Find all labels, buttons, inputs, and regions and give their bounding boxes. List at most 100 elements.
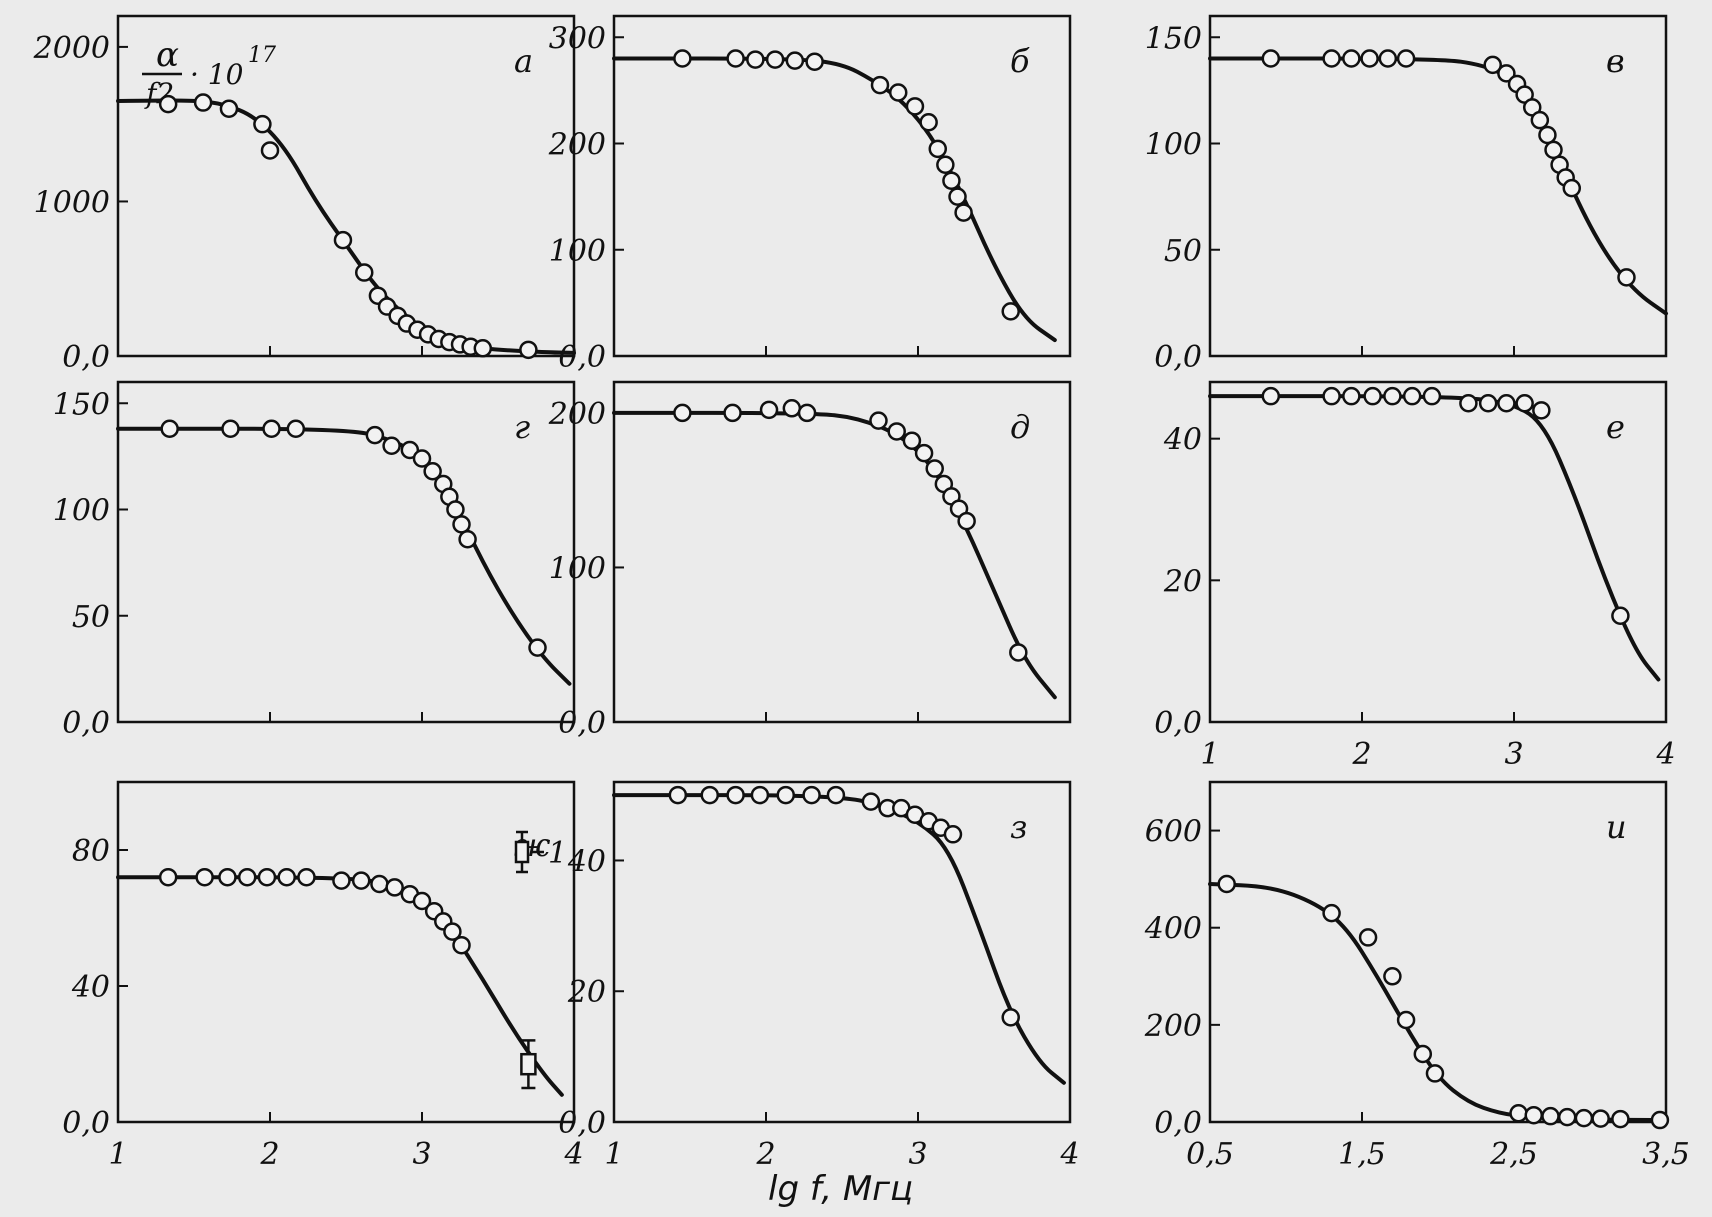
data-point (1402, 386, 1422, 406)
data-point (158, 867, 178, 887)
data-point (237, 867, 257, 887)
panel-letter: е (1606, 408, 1625, 446)
panel-letter: б (1010, 42, 1030, 80)
chart-panel-5: 40 20 0,01 2 3 4 е (1154, 380, 1676, 772)
data-point (458, 530, 477, 549)
data-point (1360, 49, 1379, 68)
y-label-exponent: 17 (248, 43, 276, 68)
data-point (957, 511, 976, 531)
data-point (726, 785, 745, 805)
y-tick-label: 400 (1144, 912, 1202, 947)
x-tick-label: 2 (1351, 737, 1371, 772)
data-point (936, 155, 955, 174)
data-point (1497, 394, 1516, 413)
data-point (1515, 394, 1534, 413)
data-point (1001, 1008, 1020, 1027)
chart-panel-3: 150 100 50 0,0 г (53, 380, 576, 741)
data-point (1557, 1107, 1577, 1127)
x-tick-label: 4 (1655, 737, 1675, 772)
y-tick-label: 0,0 (1154, 340, 1202, 375)
y-tick-label: 150 (1145, 21, 1202, 56)
fit-curve (116, 98, 576, 355)
data-point (902, 431, 922, 450)
data-point (351, 871, 371, 890)
data-point (726, 49, 745, 68)
x-tick-label: 0,5 (1186, 1137, 1234, 1172)
data-point (160, 419, 179, 438)
data-point (700, 785, 720, 805)
data-point (1322, 49, 1341, 68)
y-tick-label: 300 (549, 21, 606, 56)
fit-curve (116, 426, 572, 686)
data-point (746, 50, 765, 69)
data-point (1509, 1104, 1528, 1123)
data-point (869, 411, 888, 430)
data-point (673, 49, 692, 68)
y-tick-label: 0,0 (1154, 1106, 1202, 1141)
x-tick-label: 1,5 (1338, 1137, 1386, 1172)
y-tick-label: 200 (1144, 1009, 1202, 1044)
data-point (446, 500, 465, 519)
chart-panel-8: 600 400 200 0,00,5 1,5 2,5 3,5 и (1144, 780, 1690, 1172)
y-tick-label: 200 (548, 397, 606, 432)
data-point (1322, 386, 1341, 406)
panel-frame (612, 780, 1072, 1124)
data-point (1342, 49, 1361, 68)
data-point (473, 339, 493, 358)
data-point (1544, 140, 1563, 160)
data-point (861, 792, 881, 811)
data-point (1358, 928, 1378, 947)
x-tick-label: 1 (1200, 737, 1219, 772)
y-tick-label: 1000 (34, 185, 110, 220)
data-point (385, 878, 404, 897)
data-point (354, 263, 374, 282)
data-point (452, 515, 471, 534)
data-point (942, 171, 961, 190)
data-point (1530, 110, 1550, 130)
panel-frame (612, 14, 1072, 358)
y-tick-label: 0,0 (558, 706, 606, 741)
x-tick-label: 4 (1059, 1137, 1079, 1172)
panel-frame (116, 380, 576, 724)
data-point (423, 462, 442, 481)
data-point (673, 403, 692, 423)
panel-frame (116, 14, 576, 358)
y-label-top: α (156, 35, 179, 75)
y-tick-label: 100 (549, 551, 606, 586)
data-point (797, 403, 817, 423)
data-point (332, 871, 351, 890)
data-point (948, 187, 967, 206)
data-point (519, 340, 538, 360)
y-tick-label: 0,0 (62, 1106, 110, 1141)
chart-panels: 200010000,0а3002001000,0б150100500,0в150… (33, 14, 1690, 1172)
y-tick-label: 0,0 (62, 706, 110, 741)
panel-letter: а (514, 42, 533, 80)
y-tick-label: 0,0 (558, 1106, 606, 1141)
data-point (1383, 386, 1402, 406)
data-point (1532, 401, 1551, 420)
data-point (1617, 268, 1636, 287)
y-tick-label: 50 (72, 600, 110, 635)
chart-panel-7: 40 20 0,01 2 3 4 з (558, 780, 1080, 1172)
data-point (257, 867, 277, 887)
data-point (776, 785, 796, 805)
data-point (262, 419, 281, 438)
data-point (365, 425, 385, 445)
data-point (1378, 49, 1398, 68)
data-point (1459, 394, 1478, 413)
y-tick-label: 2000 (33, 31, 110, 66)
x-tick-label: 1 (604, 1137, 623, 1172)
x-tick-label: 3,5 (1642, 1137, 1690, 1172)
y-tick-label: 0,0 (558, 340, 606, 375)
y-tick-label: 150 (53, 387, 110, 422)
data-point (1261, 386, 1281, 406)
data-point (1396, 1010, 1416, 1030)
data-point (286, 419, 306, 438)
data-point (1541, 1106, 1560, 1126)
x-tick-label: 3 (1504, 737, 1523, 772)
fit-curve (1208, 394, 1661, 682)
data-point (1425, 1064, 1445, 1083)
data-point (412, 449, 432, 468)
